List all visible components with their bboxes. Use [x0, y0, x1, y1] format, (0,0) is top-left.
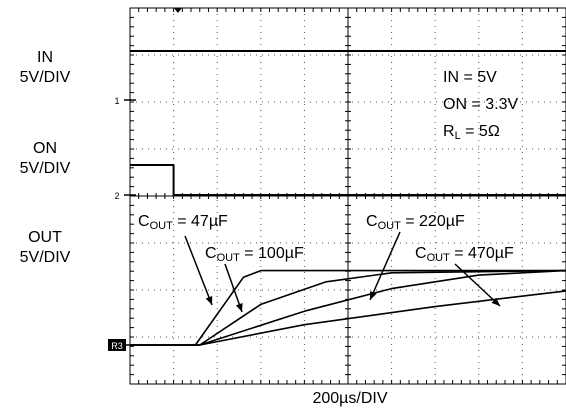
- condition-rl: RL = 5Ω: [443, 123, 500, 142]
- arrow-47uf-line: [184, 235, 213, 306]
- arrow-220uf-line: [369, 231, 401, 301]
- ground-marker-label: R3: [111, 341, 123, 351]
- condition-on: ON = 3.3V: [443, 96, 519, 113]
- channel-name-on: ON: [33, 140, 57, 157]
- trace-out-c-470-f: [130, 290, 566, 346]
- annotation-cout-100uf: COUT = 100µF: [205, 245, 304, 264]
- channel-label-on: ON 5V/DIV: [10, 139, 80, 179]
- ground-marker-box: [108, 339, 126, 351]
- annotation-cout-470uf: COUT = 470µF: [415, 245, 514, 264]
- arrow-470uf-head: [491, 297, 500, 306]
- x-axis-label: 200µs/DIV: [312, 390, 388, 407]
- trigger-marker: [173, 8, 182, 13]
- channel-name-out: OUT: [28, 229, 62, 246]
- arrow-220uf-head: [370, 291, 377, 300]
- annotation-cout-220uf: COUT = 220µF: [366, 213, 465, 232]
- channel-label-out: OUT 5V/DIV: [10, 228, 80, 268]
- ground-marker-label: 2: [114, 191, 119, 201]
- channel-label-in: IN 5V/DIV: [10, 48, 80, 88]
- channel-scale-in: 5V/DIV: [19, 69, 71, 86]
- channel-name-in: IN: [37, 49, 53, 66]
- trace-on: [130, 164, 566, 196]
- arrow-100uf-line: [224, 263, 243, 313]
- arrow-47uf-head: [205, 296, 213, 305]
- channel-scale-out: 5V/DIV: [19, 249, 71, 266]
- annotation-cout-47uf: COUT = 47µF: [138, 213, 228, 232]
- arrow-100uf-head: [235, 303, 243, 312]
- arrow-470uf-line: [454, 263, 501, 307]
- ground-marker-label: 1: [114, 96, 119, 106]
- channel-scale-on: 5V/DIV: [19, 160, 71, 177]
- condition-in: IN = 5V: [443, 69, 497, 86]
